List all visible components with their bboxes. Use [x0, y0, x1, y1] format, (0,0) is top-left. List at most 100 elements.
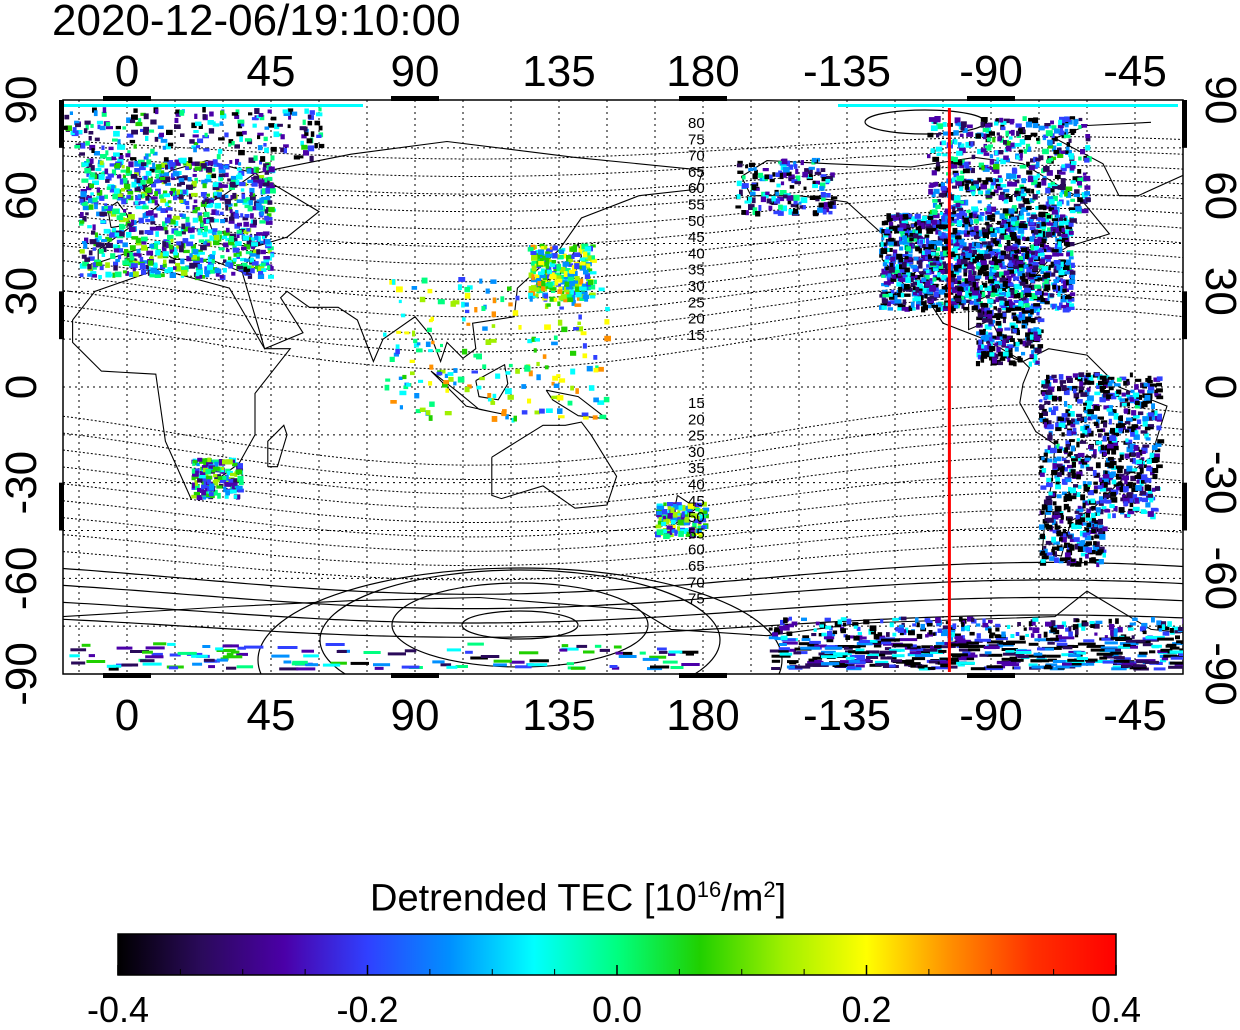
tec-cell — [1071, 275, 1075, 279]
tec-cell — [171, 239, 174, 243]
tec-cell — [144, 176, 148, 180]
tec-cell — [271, 155, 275, 160]
tec-cell — [145, 230, 151, 234]
tec-cell — [1091, 454, 1096, 457]
tec-cell — [667, 526, 673, 530]
tec-cell — [997, 331, 1003, 336]
tec-cell — [1061, 178, 1066, 184]
tec-cell — [1073, 119, 1078, 124]
tec-cell — [1049, 199, 1055, 204]
tec-cell — [1033, 194, 1038, 200]
tec-cell — [259, 220, 265, 223]
tec-cell — [551, 274, 556, 279]
tec-cell — [1053, 150, 1059, 154]
tec-cell — [174, 124, 181, 129]
tec-cell — [256, 254, 260, 259]
tec-cell — [1031, 133, 1038, 137]
tec-cell — [1066, 147, 1070, 150]
tec-cell — [263, 231, 270, 235]
tec-cell — [992, 137, 995, 142]
tec-cell — [175, 263, 180, 266]
tec-cell — [1064, 447, 1068, 452]
tec-cell — [970, 232, 976, 236]
tec-cell — [588, 255, 592, 260]
tec-cell — [1004, 271, 1010, 276]
tec-cell — [993, 238, 997, 243]
tec-cell — [1115, 618, 1119, 624]
tec-cell — [1043, 166, 1050, 172]
tec-cell — [933, 277, 937, 281]
tec-cell — [975, 276, 981, 279]
tec-cell — [130, 119, 135, 123]
tec-cell — [197, 478, 202, 482]
tec-cell — [1076, 474, 1081, 479]
tec-cell — [783, 195, 788, 199]
tec-cell — [1038, 277, 1043, 280]
tec-cell — [310, 156, 314, 162]
tec-cell — [168, 143, 173, 147]
tec-cell — [1052, 304, 1056, 309]
tec-cell — [283, 144, 289, 147]
tec-cell — [963, 307, 969, 311]
tec-cell — [117, 240, 123, 244]
tec-cell — [568, 259, 573, 262]
tec-cell — [968, 270, 972, 276]
tec-cell — [1061, 432, 1064, 436]
tec-cell — [888, 242, 894, 246]
tec-cell — [930, 262, 936, 265]
tec-cell — [1031, 245, 1035, 251]
tec-cell — [141, 241, 145, 245]
tec-cell — [146, 171, 152, 176]
tec-cell — [1052, 218, 1058, 221]
tec-cell — [122, 126, 126, 129]
tec-cell — [1021, 189, 1024, 194]
tec-cell — [970, 142, 973, 147]
tec-cell — [1102, 506, 1107, 509]
tec-cell — [1108, 377, 1115, 380]
tec-cell — [240, 213, 243, 217]
tec-cell — [1005, 131, 1009, 137]
tec-cell — [579, 262, 585, 265]
tec-cell — [203, 114, 207, 119]
tec-cell — [974, 226, 979, 232]
lat-tick-label-right: -30 — [1196, 451, 1240, 515]
tec-cell — [200, 475, 206, 478]
tec-cell — [918, 264, 922, 269]
tec-cell — [1104, 509, 1110, 512]
tec-cell — [1038, 155, 1043, 160]
tec-cell — [1097, 513, 1100, 517]
tec-cell — [1080, 392, 1087, 397]
tec-cell — [301, 145, 307, 150]
tec-cell — [1133, 415, 1140, 418]
tec-cell — [1006, 146, 1012, 152]
tec-cell — [239, 182, 245, 186]
tec-cell — [154, 264, 158, 268]
tec-cell — [1145, 395, 1151, 401]
tec-cell — [1020, 153, 1023, 158]
tec-cell — [1077, 438, 1080, 441]
tec-cell — [161, 208, 166, 213]
tec-cell — [1091, 415, 1097, 420]
tec-cell — [298, 155, 304, 158]
tec-cell — [972, 291, 978, 296]
tec-cell — [1152, 488, 1156, 492]
tec-cell — [176, 231, 182, 236]
tec-cell — [936, 133, 939, 137]
tec-cell — [911, 273, 916, 277]
tec-cell — [191, 495, 196, 499]
tec-cell — [1054, 279, 1060, 283]
tec-cell — [261, 197, 267, 200]
tec-cell — [959, 186, 963, 191]
tec-cell — [942, 141, 947, 146]
tec-cell — [119, 224, 124, 230]
tec-cell — [1053, 379, 1058, 383]
tec-cell — [117, 175, 121, 179]
tec-cell — [235, 210, 238, 213]
tec-cell — [1021, 178, 1026, 183]
tec-cell — [899, 241, 906, 245]
tec-cell — [961, 259, 968, 264]
tec-cell — [994, 343, 997, 347]
tec-cell — [987, 314, 992, 319]
tec-cell — [986, 295, 990, 299]
